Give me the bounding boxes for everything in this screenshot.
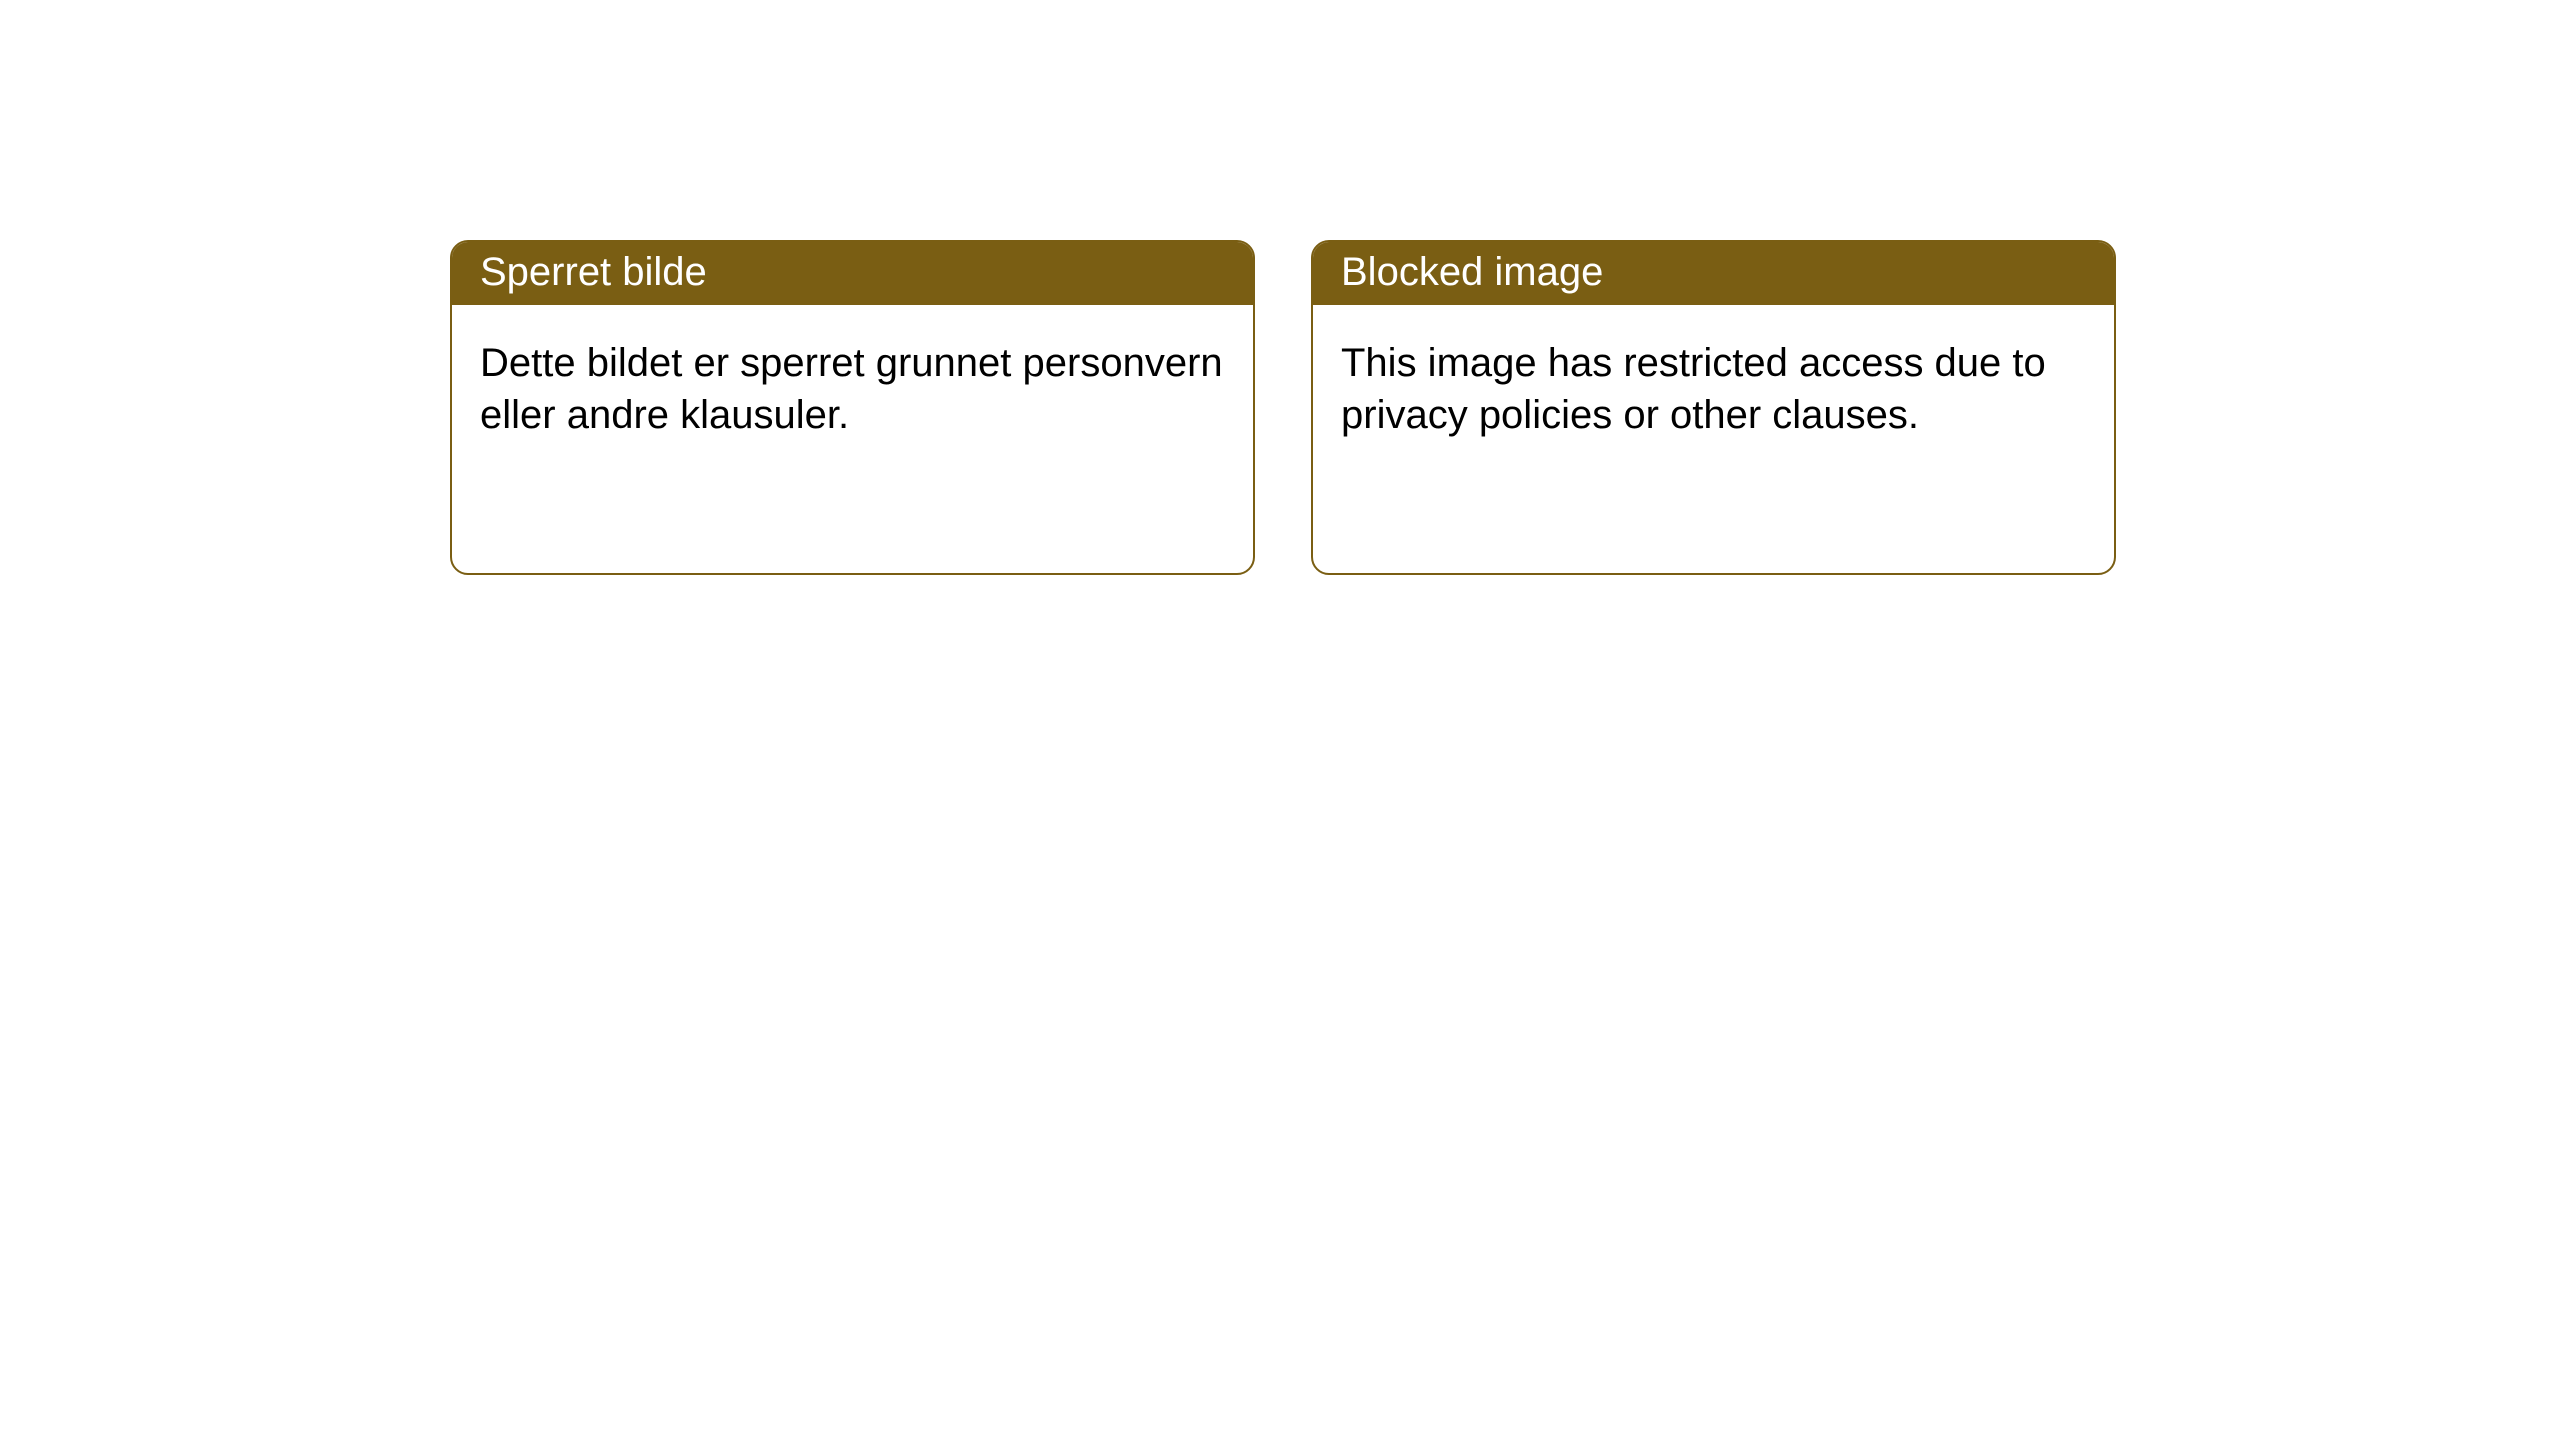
card-title: Blocked image <box>1341 250 1603 294</box>
card-message: Dette bildet er sperret grunnet personve… <box>480 341 1223 437</box>
card-header: Sperret bilde <box>452 242 1253 305</box>
notice-container: Sperret bilde Dette bildet er sperret gr… <box>0 0 2560 575</box>
card-body: This image has restricted access due to … <box>1313 305 2114 473</box>
card-header: Blocked image <box>1313 242 2114 305</box>
blocked-image-card-norwegian: Sperret bilde Dette bildet er sperret gr… <box>450 240 1255 575</box>
blocked-image-card-english: Blocked image This image has restricted … <box>1311 240 2116 575</box>
card-message: This image has restricted access due to … <box>1341 341 2046 437</box>
card-body: Dette bildet er sperret grunnet personve… <box>452 305 1253 473</box>
card-title: Sperret bilde <box>480 250 707 294</box>
